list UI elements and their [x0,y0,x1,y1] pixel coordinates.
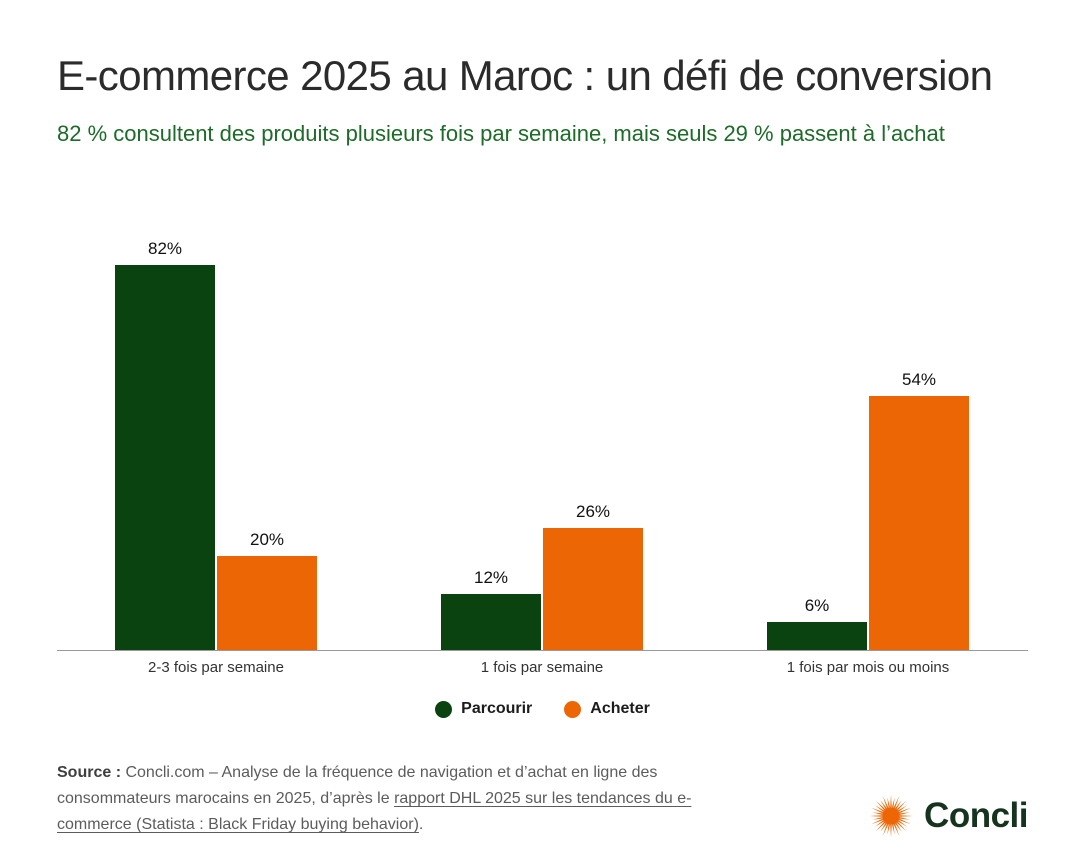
legend-item-acheter: Acheter [564,700,650,718]
bar-parcourir [767,622,867,650]
category-label: 1 fois par mois ou moins [786,659,950,676]
source-label: Source : [57,764,122,781]
sunburst-core [882,807,900,825]
page-subtitle: 82 % consultent des produits plusieurs f… [57,121,945,146]
bar-value-label: 26% [575,502,611,521]
legend-label-acheter: Acheter [590,700,650,717]
sunburst-rays [869,794,913,838]
page-title: E-commerce 2025 au Maroc : un défi de co… [57,52,993,99]
bar-value-label: 12% [473,568,509,587]
bar-acheter [543,528,643,650]
chart-legend: Parcourir Acheter [0,700,1085,718]
source-suffix: . [418,816,424,833]
source-link[interactable]: rapport DHL 2025 sur les tendances du e-… [57,790,692,833]
bar-value-label: 6% [804,596,830,615]
bar-value-label: 82% [147,239,183,258]
sunburst-icon [869,794,913,838]
bar-chart: 82% 20% 12% 26% 6% 54% [57,180,1028,650]
bar-parcourir [441,594,541,650]
logo-text: Concli [924,796,1028,835]
category-label: 1 fois par semaine [480,659,604,676]
source-note: Source : Concli.com – Analyse de la fréq… [57,760,729,838]
bar-value-label: 20% [249,530,285,549]
category-label: 2-3 fois par semaine [148,659,284,676]
bar-acheter [217,556,317,650]
x-axis-line [57,650,1028,651]
legend-label-parcourir: Parcourir [461,700,533,717]
bar-acheter [869,396,969,650]
bar-parcourir [115,265,215,650]
legend-item-parcourir: Parcourir [435,700,532,718]
category-labels: 2-3 fois par semaine 1 fois par semaine 1 … [57,659,1028,681]
concli-logo: Concli [868,790,1028,842]
source-text: Concli.com – Analyse de la fréquence de … [57,764,658,807]
bar-value-label: 54% [901,370,937,389]
legend-dot-acheter [564,700,582,718]
legend-dot-parcourir [435,700,453,718]
